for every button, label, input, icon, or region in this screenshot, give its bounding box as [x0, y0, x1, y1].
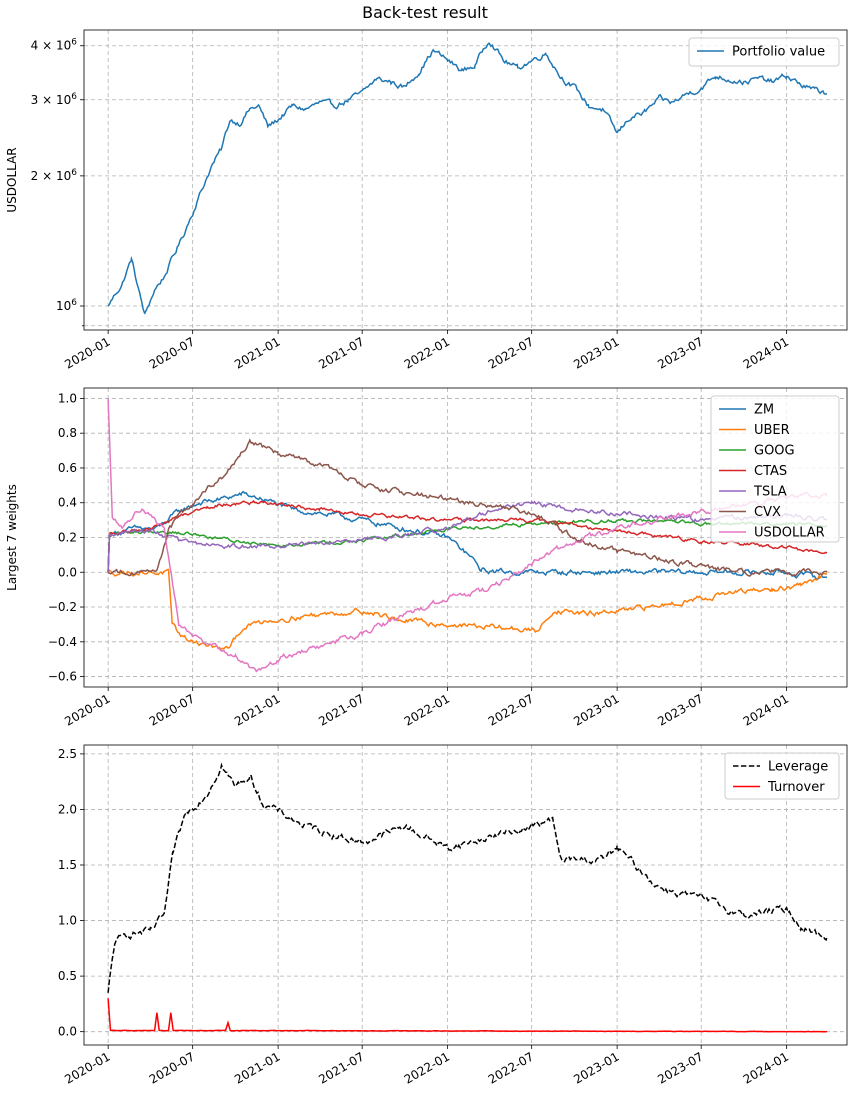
legend-label: Portfolio value	[732, 45, 825, 60]
x-tick-label: 2021-07	[316, 334, 366, 371]
x-tick-label: 2021-07	[316, 691, 366, 728]
series-line-ctas	[107, 499, 828, 573]
legend-label: ZM	[754, 403, 774, 418]
y-tick-label: 2.5	[58, 747, 77, 761]
chart-panel-2: −0.6 −0.4 −0.2 0.0 0.2 0.4 0.6 0.8 1.0 2020-01 202…	[5, 387, 848, 729]
figure-title: Back-test result	[362, 3, 488, 22]
x-tick-label: 2023-07	[655, 334, 705, 371]
legend-label: GOOG	[754, 444, 795, 459]
legend-label: CVX	[754, 505, 781, 520]
plot-frame	[83, 29, 848, 331]
legend: ZM UBER GOOG CTAS TSLA CVX USDOLLAR	[710, 395, 840, 543]
legend-label: UBER	[754, 423, 790, 438]
y-tick-label: 0.6	[58, 461, 77, 475]
legend-box	[724, 752, 840, 800]
y-tick-label: 106	[56, 298, 77, 313]
legend-label: Turnover	[767, 780, 825, 795]
x-tick-label: 2023-07	[655, 691, 705, 728]
y-tick-label: 0.5	[58, 969, 77, 983]
y-tick-label: 2.0	[58, 802, 77, 816]
legend: Leverage Turnover	[724, 752, 840, 800]
y-tick-label: 2 × 106	[31, 168, 78, 183]
y-axis-label: Largest 7 weights	[5, 484, 19, 591]
legend-label: CTAS	[754, 464, 787, 479]
x-tick-label: 2021-01	[232, 334, 282, 371]
y-tick-label: 1.5	[58, 858, 77, 872]
legend: Portfolio value	[688, 37, 840, 67]
series-line-usdollar	[107, 398, 828, 673]
series-line-turnover	[107, 998, 828, 1033]
x-tick-label: 2024-01	[741, 1049, 791, 1086]
y-tick-exponent: 6	[71, 298, 77, 308]
x-tick-label: 2023-01	[571, 334, 621, 371]
y-tick-label: 0.4	[58, 496, 77, 510]
y-tick-label: 3 × 106	[31, 92, 78, 107]
x-tick-label: 2020-07	[147, 691, 197, 728]
y-tick-base: 4 × 10	[31, 39, 72, 53]
y-tick-label: 1.0	[58, 914, 77, 928]
series-line-tsla	[107, 500, 828, 573]
series-line-leverage	[107, 762, 828, 993]
legend-label: Leverage	[768, 760, 828, 775]
x-tick-label: 2022-07	[486, 334, 536, 371]
legend-label: USDOLLAR	[754, 526, 825, 541]
y-tick-label: 0.0	[58, 565, 77, 579]
y-tick-base: 3 × 10	[31, 93, 72, 107]
series-line-zm	[107, 490, 828, 581]
x-tick-label: 2022-07	[486, 1049, 536, 1086]
x-tick-label: 2021-01	[232, 691, 282, 728]
x-tick-label: 2023-01	[571, 691, 621, 728]
y-tick-label: 0.0	[58, 1025, 77, 1039]
x-tick-label: 2021-01	[232, 1049, 282, 1086]
y-tick-exponent: 6	[71, 92, 77, 102]
y-tick-label: 4 × 106	[31, 38, 78, 53]
legend-box	[688, 37, 840, 67]
x-tick-label: 2020-07	[147, 1049, 197, 1086]
series-line-cvx	[107, 438, 828, 577]
x-tick-label: 2020-01	[62, 691, 112, 728]
x-tick-label: 2022-01	[402, 334, 452, 371]
x-tick-label: 2022-07	[486, 691, 536, 728]
x-tick-label: 2023-01	[571, 1049, 621, 1086]
x-tick-label: 2022-01	[402, 1049, 452, 1086]
x-tick-label: 2023-07	[655, 1049, 705, 1086]
chart-panel-3: 0.0 0.5 1.0 1.5 2.0 2.5 2020-01 2020-07 2021-01 2…	[58, 744, 848, 1087]
y-tick-label: 0.8	[58, 426, 77, 440]
y-tick-exponent: 6	[71, 38, 77, 48]
x-tick-label: 2022-01	[402, 691, 452, 728]
x-tick-label: 2020-01	[62, 334, 112, 371]
x-tick-label: 2020-07	[147, 334, 197, 371]
x-tick-label: 2021-07	[316, 1049, 366, 1086]
y-tick-base: 10	[56, 299, 71, 313]
legend-box	[710, 395, 840, 543]
y-tick-label: −0.4	[48, 635, 77, 649]
plot-frame	[83, 387, 848, 688]
y-tick-label: −0.6	[48, 670, 77, 684]
y-tick-label: 1.0	[58, 391, 77, 405]
series-line-portfolio-value	[107, 42, 828, 315]
x-tick-label: 2024-01	[741, 691, 791, 728]
y-tick-label: −0.2	[48, 600, 77, 614]
y-tick-exponent: 6	[71, 168, 77, 178]
y-tick-base: 2 × 10	[31, 169, 72, 183]
y-tick-label: 0.2	[58, 531, 77, 545]
y-axis-label: USDOLLAR	[5, 147, 19, 212]
x-tick-label: 2020-01	[62, 1049, 112, 1086]
series-line-goog	[107, 517, 828, 573]
legend-label: TSLA	[753, 485, 787, 500]
series-line-uber	[107, 568, 827, 652]
plot-frame	[83, 744, 848, 1046]
x-tick-label: 2024-01	[741, 334, 791, 371]
